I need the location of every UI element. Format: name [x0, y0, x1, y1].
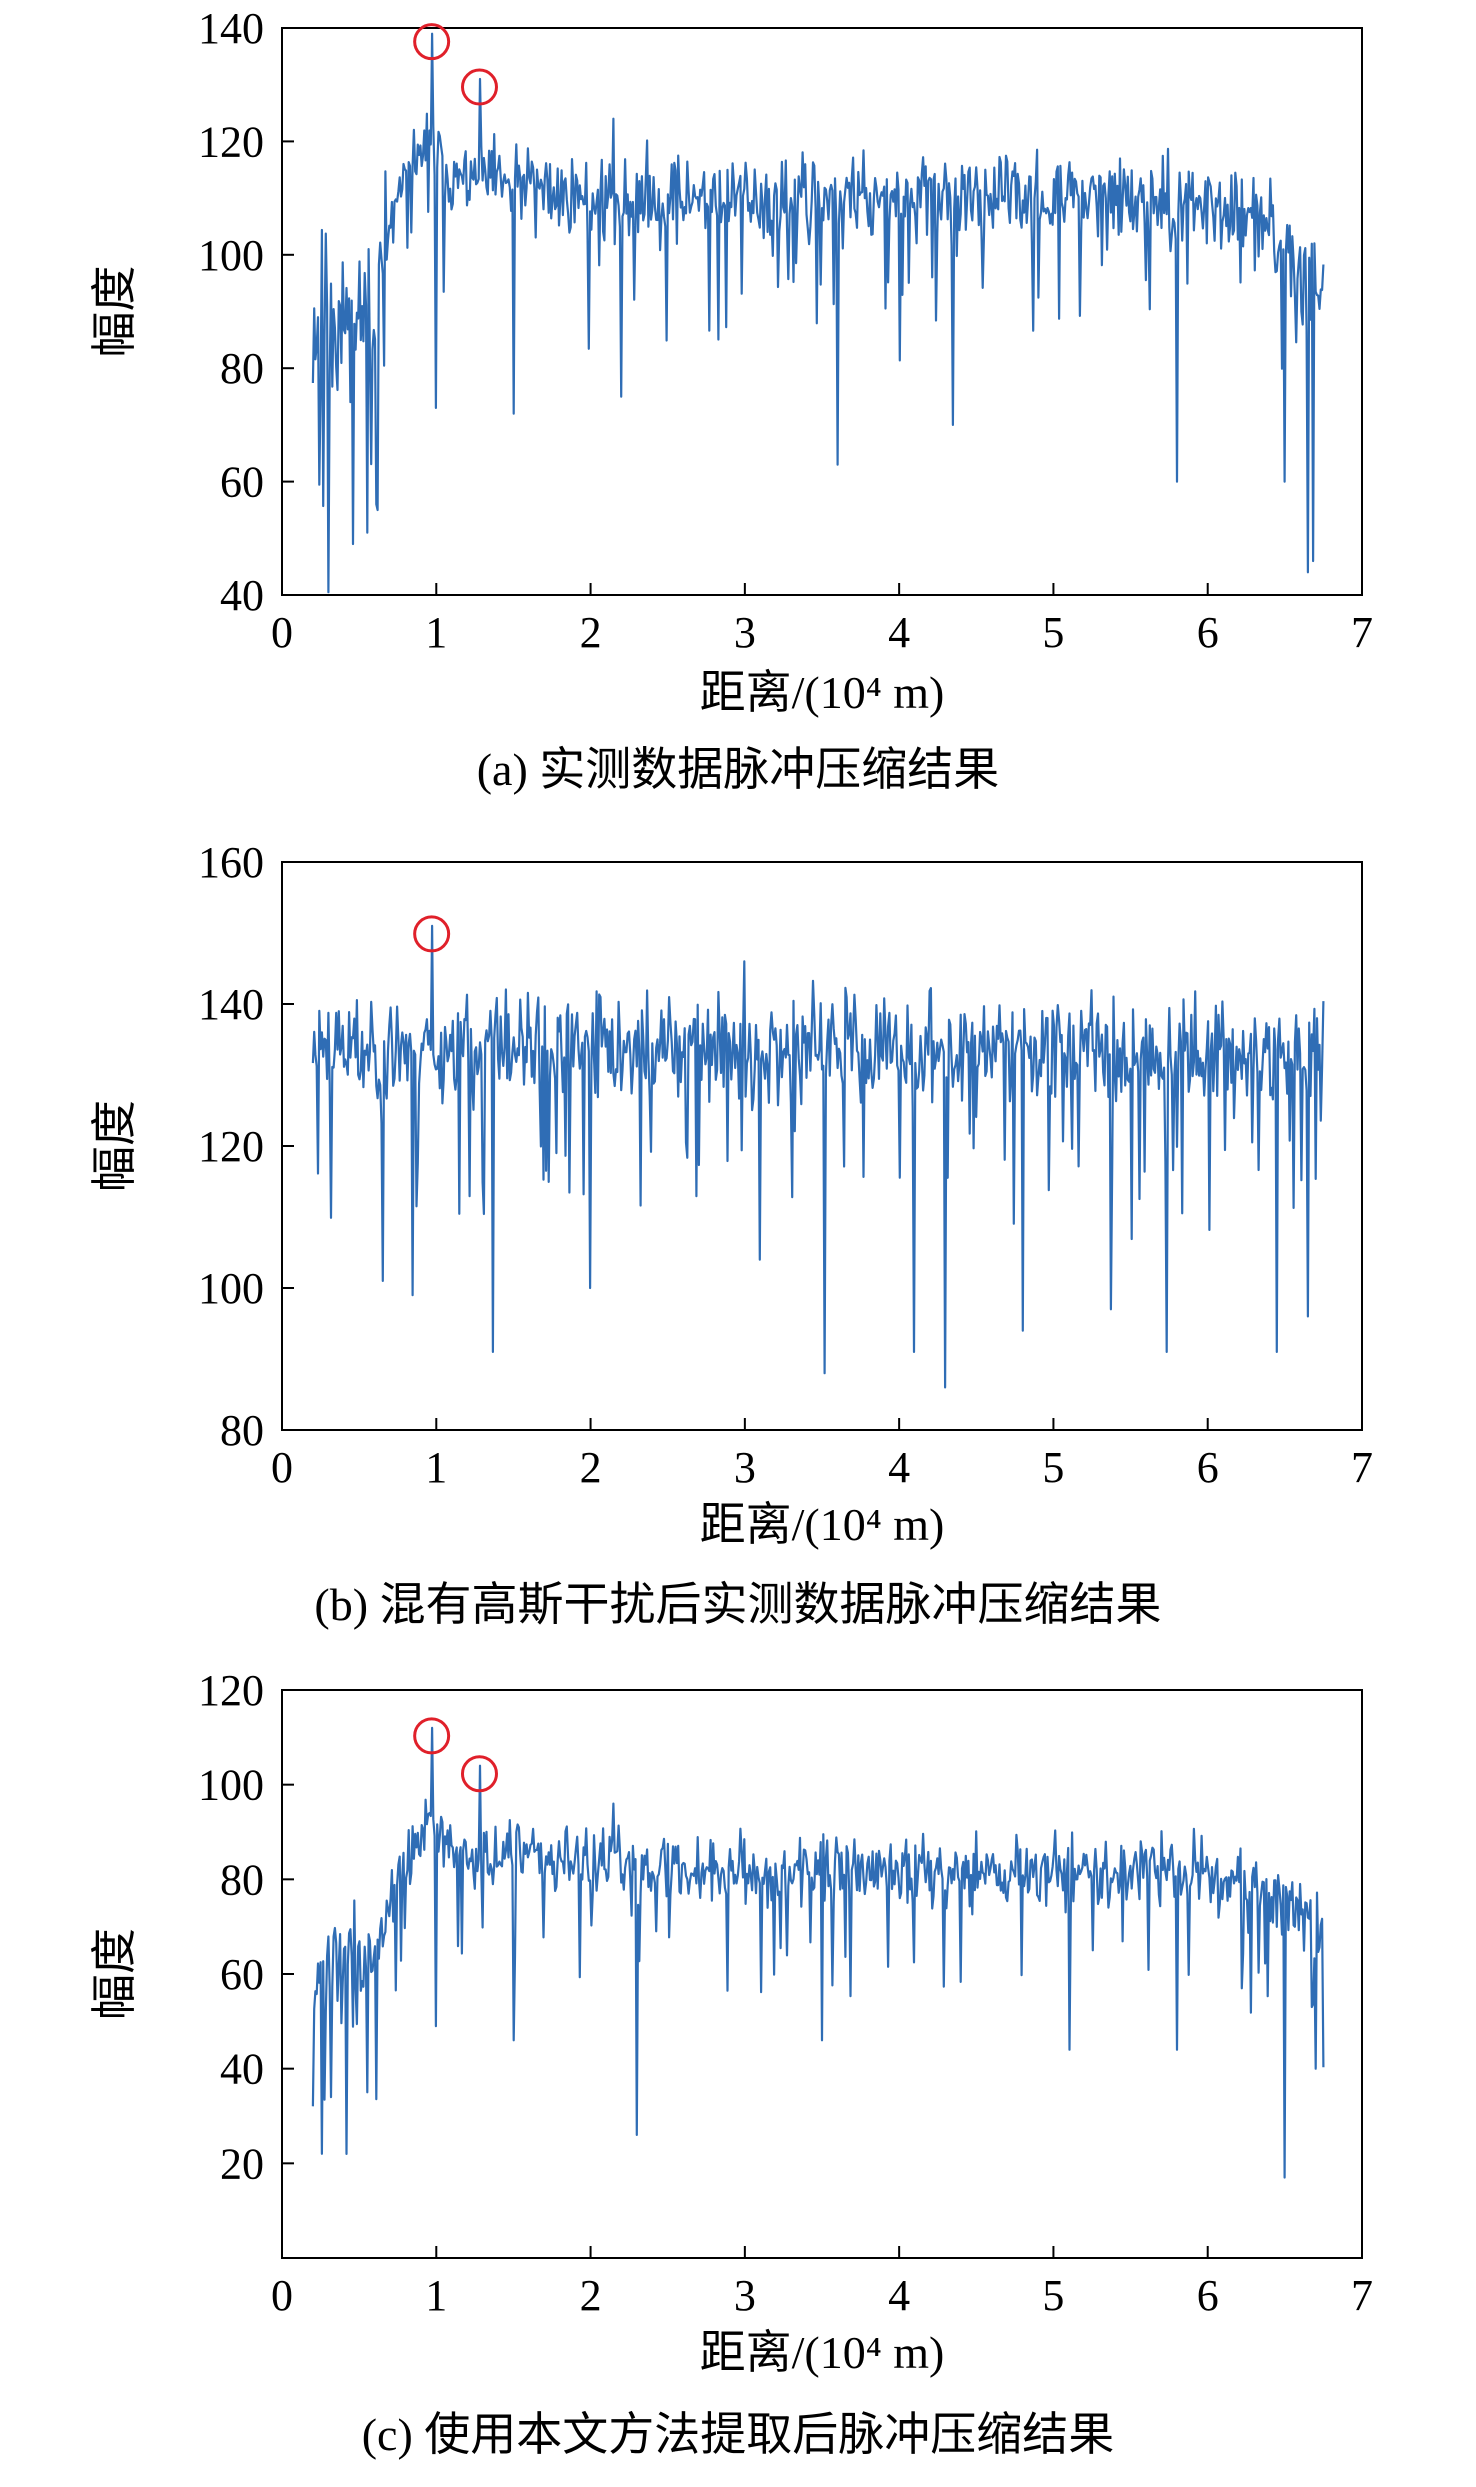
series-line: [311, 924, 1325, 1389]
peak-marker: [413, 1717, 451, 1755]
y-tick-label: 60: [220, 1950, 264, 1999]
peak-marker: [413, 915, 451, 953]
x-tick-label: 2: [580, 2271, 602, 2320]
y-axis-label: 幅度: [89, 1928, 140, 2020]
y-tick-label: 140: [198, 4, 264, 53]
x-tick-label: 6: [1197, 608, 1219, 657]
y-tick-label: 40: [220, 2045, 264, 2094]
x-tick-label: 1: [425, 608, 447, 657]
x-tick-label: 5: [1042, 608, 1064, 657]
x-tick-label: 6: [1197, 1443, 1219, 1492]
x-tick-label: 5: [1042, 1443, 1064, 1492]
series-line: [311, 32, 1325, 594]
x-tick-label: 1: [425, 1443, 447, 1492]
x-tick-label: 4: [888, 608, 910, 657]
y-axis-label: 幅度: [89, 1100, 140, 1192]
y-tick-label: 80: [220, 1855, 264, 1904]
x-tick-label: 2: [580, 1443, 602, 1492]
y-tick-label: 100: [198, 231, 264, 280]
y-tick-label: 100: [198, 1761, 264, 1810]
y-tick-label: 120: [198, 1122, 264, 1171]
y-axis-label: 幅度: [89, 266, 140, 358]
x-axis-label: 距离/(10⁴ m): [700, 1499, 945, 1550]
chart-caption: (c) 使用本文方法提取后脉冲压缩结果: [362, 2409, 1115, 2460]
y-tick-label: 80: [220, 1406, 264, 1455]
peak-marker: [413, 23, 451, 61]
x-tick-label: 4: [888, 1443, 910, 1492]
x-tick-label: 0: [271, 608, 293, 657]
y-tick-label: 100: [198, 1264, 264, 1313]
x-tick-label: 3: [734, 608, 756, 657]
x-tick-label: 6: [1197, 2271, 1219, 2320]
y-tick-label: 120: [198, 117, 264, 166]
x-axis-label: 距离/(10⁴ m): [700, 2327, 945, 2378]
peak-marker: [460, 68, 498, 106]
x-tick-label: 0: [271, 1443, 293, 1492]
chart-caption: (b) 混有高斯干扰后实测数据脉冲压缩结果: [314, 1579, 1161, 1630]
y-tick-label: 60: [220, 458, 264, 507]
peak-marker: [460, 1755, 498, 1793]
x-tick-label: 4: [888, 2271, 910, 2320]
series-line: [311, 1726, 1325, 2179]
plot-frame: [281, 27, 1363, 596]
x-tick-label: 2: [580, 608, 602, 657]
y-tick-label: 120: [198, 1666, 264, 1715]
y-tick-label: 140: [198, 980, 264, 1029]
x-axis-label: 距离/(10⁴ m): [700, 667, 945, 718]
x-tick-label: 7: [1351, 2271, 1373, 2320]
x-tick-label: 5: [1042, 2271, 1064, 2320]
y-tick-label: 80: [220, 344, 264, 393]
x-tick-label: 0: [271, 2271, 293, 2320]
y-tick-label: 20: [220, 2139, 264, 2188]
chart-caption: (a) 实测数据脉冲压缩结果: [477, 744, 1000, 795]
y-tick-label: 40: [220, 571, 264, 620]
x-tick-label: 1: [425, 2271, 447, 2320]
x-tick-label: 3: [734, 1443, 756, 1492]
y-tick-label: 160: [198, 838, 264, 887]
x-tick-label: 3: [734, 2271, 756, 2320]
x-tick-label: 7: [1351, 1443, 1373, 1492]
x-tick-label: 7: [1351, 608, 1373, 657]
